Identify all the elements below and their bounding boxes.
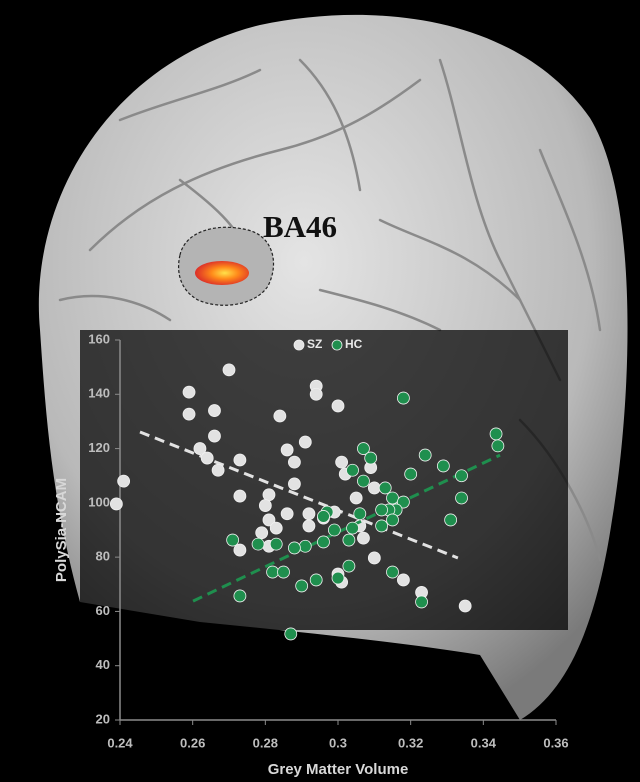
y-tick-label: 100 [88, 494, 110, 509]
legend-label: SZ [307, 337, 322, 351]
data-point [183, 408, 195, 420]
data-point [310, 388, 322, 400]
data-point [328, 524, 340, 536]
data-point [387, 566, 399, 578]
y-tick-label: 140 [88, 386, 110, 401]
data-point [405, 468, 417, 480]
data-point [310, 574, 322, 586]
chart: BA46 PolySia-NCAM Grey Matter Volume 20 4… [0, 0, 640, 782]
data-point [437, 460, 449, 472]
y-tick-label: 40 [96, 657, 110, 672]
legend-marker [294, 340, 304, 350]
x-tick-label: 0.34 [471, 735, 497, 750]
data-point [357, 532, 369, 544]
data-point [303, 520, 315, 532]
data-point [317, 510, 329, 522]
plot-overlay [80, 330, 568, 630]
x-tick-label: 0.3 [329, 735, 347, 750]
data-point [332, 572, 344, 584]
data-point [256, 527, 268, 539]
data-point [397, 574, 409, 586]
activation-blob [195, 261, 249, 285]
data-point [267, 566, 279, 578]
data-point [368, 552, 380, 564]
data-point [234, 454, 246, 466]
data-point [234, 544, 246, 556]
data-point [347, 464, 359, 476]
data-point [278, 566, 290, 578]
data-point [492, 440, 504, 452]
data-point [281, 444, 293, 456]
y-tick-label: 80 [96, 549, 110, 564]
x-tick-label: 0.28 [253, 735, 278, 750]
data-point [227, 534, 239, 546]
x-tick-label: 0.32 [398, 735, 423, 750]
y-tick-label: 20 [96, 711, 110, 726]
data-point [387, 514, 399, 526]
data-point [183, 386, 195, 398]
data-point [419, 449, 431, 461]
data-point [208, 405, 220, 417]
x-tick-label: 0.36 [543, 735, 568, 750]
data-point [252, 538, 264, 550]
data-point [445, 514, 457, 526]
y-tick-label: 160 [88, 331, 110, 346]
y-tick-label: 120 [88, 440, 110, 455]
data-point [285, 628, 297, 640]
data-point [270, 538, 282, 550]
data-point [296, 580, 308, 592]
data-point [350, 492, 362, 504]
data-point [459, 600, 471, 612]
data-point [270, 522, 282, 534]
data-point [365, 452, 377, 464]
data-point [274, 410, 286, 422]
data-point [212, 464, 224, 476]
data-point [118, 475, 130, 487]
data-point [490, 428, 502, 440]
data-point [376, 520, 388, 532]
data-point [343, 534, 355, 546]
data-point [259, 500, 271, 512]
data-point [234, 590, 246, 602]
data-point [288, 478, 300, 490]
y-axis-title: PolySia-NCAM [53, 478, 70, 582]
data-point [357, 475, 369, 487]
data-point [456, 470, 468, 482]
legend-label: HC [345, 337, 363, 351]
region-label: BA46 [263, 209, 337, 244]
data-point [263, 489, 275, 501]
data-point [223, 364, 235, 376]
data-point [281, 508, 293, 520]
y-tick-label: 60 [96, 603, 110, 618]
data-point [416, 596, 428, 608]
data-point [288, 456, 300, 468]
data-point [387, 492, 399, 504]
page: {"chart_data": { "type": "scatter", "ann… [0, 0, 640, 782]
data-point [343, 560, 355, 572]
data-point [336, 456, 348, 468]
data-point [303, 508, 315, 520]
data-point [208, 430, 220, 442]
data-point [368, 482, 380, 494]
x-tick-label: 0.24 [107, 735, 133, 750]
data-point [332, 400, 344, 412]
data-point [110, 498, 122, 510]
data-point [354, 508, 366, 520]
legend-marker [332, 340, 342, 350]
data-point [347, 522, 359, 534]
data-point [234, 490, 246, 502]
x-tick-label: 0.26 [180, 735, 205, 750]
data-point [299, 540, 311, 552]
data-point [397, 392, 409, 404]
data-point [456, 492, 468, 504]
data-point [317, 536, 329, 548]
data-point [299, 436, 311, 448]
data-point [288, 542, 300, 554]
data-point [201, 452, 213, 464]
x-axis-title: Grey Matter Volume [268, 761, 409, 778]
data-point [376, 504, 388, 516]
data-point [379, 482, 391, 494]
